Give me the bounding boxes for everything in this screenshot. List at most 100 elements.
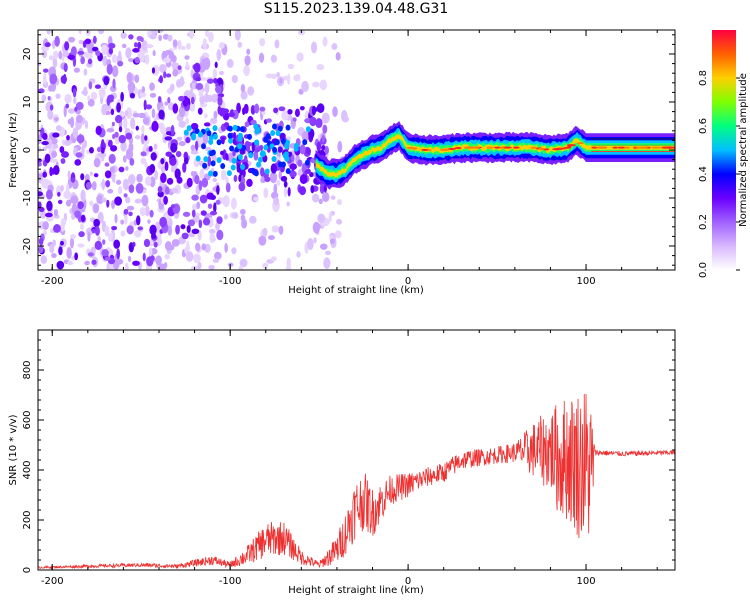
spectrogram-noise-blob bbox=[87, 95, 91, 101]
spectrogram-signal-blob bbox=[216, 216, 223, 225]
spectrogram-noise-blob bbox=[101, 44, 108, 56]
spectrogram-signal-blob bbox=[102, 239, 106, 245]
spectrogram-signal-blob bbox=[289, 163, 297, 171]
spectrogram-noise-blob bbox=[108, 264, 112, 270]
spectrogram-noise-blob bbox=[83, 86, 88, 97]
spectrogram-signal-blob bbox=[53, 224, 61, 233]
spectrogram-noise-blob bbox=[332, 106, 338, 118]
spectrogram-bright-blob bbox=[197, 131, 203, 138]
spectrogram-bright-blob bbox=[186, 125, 192, 132]
spectrogram-signal-blob bbox=[264, 176, 271, 183]
spectrogram-noise-blob bbox=[42, 221, 49, 230]
spectrogram-noise-blob bbox=[51, 137, 58, 145]
spectrogram-bright-blob bbox=[195, 155, 201, 162]
spectrogram-signal-blob bbox=[38, 161, 42, 167]
spectrogram-peak-spot bbox=[486, 146, 494, 149]
spectrogram-signal-blob bbox=[106, 63, 113, 75]
spectrogram-bright-blob bbox=[212, 133, 218, 140]
spectrogram-noise-blob bbox=[317, 213, 326, 223]
spectrogram-noise-blob bbox=[253, 196, 259, 202]
spectrogram-noise-blob bbox=[210, 117, 218, 124]
spectrogram-signal-blob bbox=[183, 157, 189, 165]
spectrogram-signal-blob bbox=[238, 174, 242, 182]
spectrogram-signal-blob bbox=[243, 103, 249, 114]
spectrogram-signal-blob bbox=[94, 84, 101, 89]
spectrogram-noise-blob bbox=[246, 48, 251, 55]
spectrogram-signal-blob bbox=[158, 109, 165, 120]
spectrogram-noise-blob bbox=[89, 200, 94, 207]
spectrogram-noise-blob bbox=[226, 58, 234, 68]
spectrogram-signal-blob bbox=[306, 168, 311, 175]
spectrogram-noise-blob bbox=[171, 238, 180, 247]
spectrogram-signal-blob bbox=[133, 42, 138, 48]
spectrogram-noise-blob bbox=[38, 173, 43, 178]
spectrogram-noise-blob bbox=[66, 199, 73, 204]
spectrogram-noise-blob bbox=[281, 110, 289, 121]
spectrogram-signal-blob bbox=[56, 260, 65, 270]
spectrogram-signal-blob bbox=[101, 139, 105, 147]
spectrogram-y-tick-label: -20 bbox=[22, 238, 33, 254]
spectrogram-signal-blob bbox=[233, 174, 238, 183]
spectrogram-noise-blob bbox=[184, 55, 190, 60]
spectrogram-bright-blob bbox=[285, 168, 291, 175]
spectrogram-signal-blob bbox=[38, 245, 44, 254]
spectrogram-noise-blob bbox=[193, 253, 201, 264]
spectrogram-noise-blob bbox=[111, 54, 118, 64]
spectrogram-noise-blob bbox=[144, 54, 150, 65]
spectrogram-signal-blob bbox=[186, 225, 191, 233]
spectrogram-signal-blob bbox=[112, 133, 116, 140]
spectrogram-bright-blob bbox=[237, 143, 243, 150]
spectrogram-bright-blob bbox=[275, 130, 281, 137]
spectrogram-signal-blob bbox=[165, 73, 172, 78]
spectrogram-noise-blob bbox=[171, 54, 177, 63]
spectrogram-noise-blob bbox=[66, 194, 71, 199]
spectrogram-noise-blob bbox=[223, 214, 228, 220]
spectrogram-signal-blob bbox=[299, 144, 306, 155]
spectrogram-signal-blob bbox=[182, 162, 187, 173]
spectrogram-bright-blob bbox=[277, 161, 283, 168]
spectrogram-noise-blob bbox=[301, 81, 309, 93]
spectrogram-noise-blob bbox=[151, 30, 158, 35]
spectrogram-noise-blob bbox=[60, 218, 67, 227]
spectrogram-signal-blob bbox=[177, 65, 182, 70]
spectrogram-noise-blob bbox=[287, 63, 295, 70]
spectrogram-noise-blob bbox=[55, 93, 61, 99]
spectrogram-signal-blob bbox=[104, 170, 112, 179]
spectrogram-noise-blob bbox=[227, 262, 234, 267]
spectrogram-bright-blob bbox=[216, 139, 222, 146]
spectrogram-signal-blob bbox=[159, 216, 168, 228]
spectrogram-bright-blob bbox=[302, 139, 308, 146]
spectrogram-noise-blob bbox=[218, 41, 225, 49]
spectrogram-signal-blob bbox=[52, 132, 60, 138]
spectrogram-bright-blob bbox=[230, 164, 236, 171]
spectrogram-signal-blob bbox=[172, 103, 179, 114]
spectrogram-signal-blob bbox=[191, 209, 196, 218]
spectrogram-noise-blob bbox=[244, 55, 251, 66]
spectrogram-noise-blob bbox=[159, 125, 166, 135]
spectrogram-signal-blob bbox=[75, 152, 83, 158]
spectrogram-noise-blob bbox=[53, 58, 58, 68]
spectrogram-signal-blob bbox=[72, 88, 77, 98]
spectrogram-noise-blob bbox=[40, 255, 48, 264]
spectrogram-noise-blob bbox=[296, 251, 301, 258]
spectrogram-signal-blob bbox=[164, 161, 169, 172]
spectrogram-signal-blob bbox=[160, 172, 167, 183]
spectrogram-bright-blob bbox=[253, 123, 259, 130]
spectrogram-signal-blob bbox=[59, 146, 65, 154]
spectrogram-noise-blob bbox=[259, 238, 266, 245]
spectrogram-noise-blob bbox=[149, 82, 155, 91]
spectrogram-noise-blob bbox=[141, 194, 149, 207]
spectrogram-signal-blob bbox=[321, 134, 325, 143]
spectrogram-noise-blob bbox=[202, 37, 207, 50]
spectrogram-noise-blob bbox=[62, 51, 70, 58]
spectrogram-noise-blob bbox=[80, 223, 84, 231]
spectrogram-signal-blob bbox=[219, 150, 224, 156]
spectrogram-signal-blob bbox=[96, 146, 102, 153]
spectrogram-signal-blob bbox=[163, 195, 168, 205]
spectrogram-noise-blob bbox=[142, 116, 150, 125]
spectrogram-signal-blob bbox=[58, 246, 63, 256]
spectrogram-signal-blob bbox=[118, 126, 123, 133]
spectrogram-noise-blob bbox=[328, 212, 332, 222]
spectrogram-bright-blob bbox=[202, 162, 208, 169]
spectrogram-signal-blob bbox=[169, 157, 177, 166]
